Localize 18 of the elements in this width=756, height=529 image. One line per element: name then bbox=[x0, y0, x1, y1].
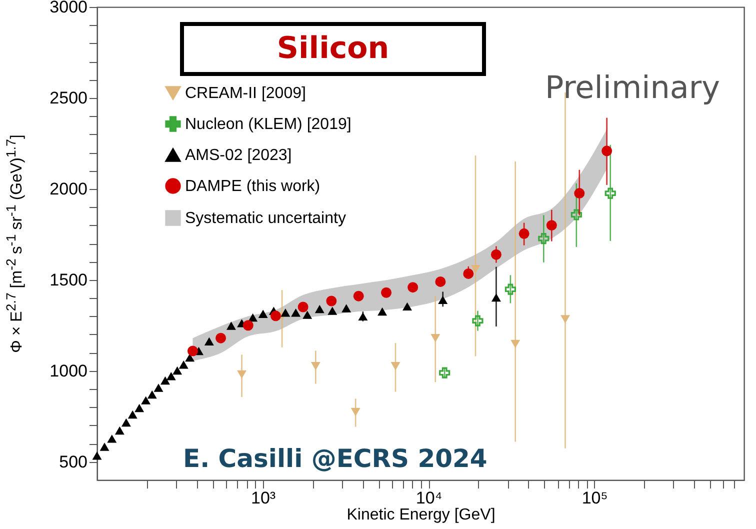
annotation: E. Casilli @ECRS 2024 bbox=[183, 444, 488, 473]
annotation: Systematic uncertainty bbox=[185, 210, 346, 227]
legend-label: Nucleon (KLEM) [2019] bbox=[185, 116, 352, 133]
legend-label: AMS-02 [2023] bbox=[185, 147, 292, 164]
legend-label: CREAM-II [2009] bbox=[185, 85, 306, 102]
x-axis-title: Kinetic Energy [GeV] bbox=[346, 506, 496, 524]
y-tick-label: 500 bbox=[59, 452, 88, 472]
x-tick-label: 10⁴ bbox=[416, 488, 442, 508]
y-tick-label: 1500 bbox=[50, 270, 88, 290]
y-tick-label: 2500 bbox=[50, 88, 88, 108]
title-frame: Silicon bbox=[180, 22, 486, 76]
annotation: Preliminary bbox=[544, 70, 720, 106]
x-tick-label: 10³ bbox=[250, 488, 276, 508]
x-tick-label: 10⁵ bbox=[582, 488, 608, 508]
y-tick-label: 1000 bbox=[50, 361, 88, 380]
y-tick-label: 3000 bbox=[50, 0, 88, 16]
y-tick-label: 2000 bbox=[50, 179, 88, 198]
legend-label: DAMPE (this work) bbox=[185, 178, 320, 195]
